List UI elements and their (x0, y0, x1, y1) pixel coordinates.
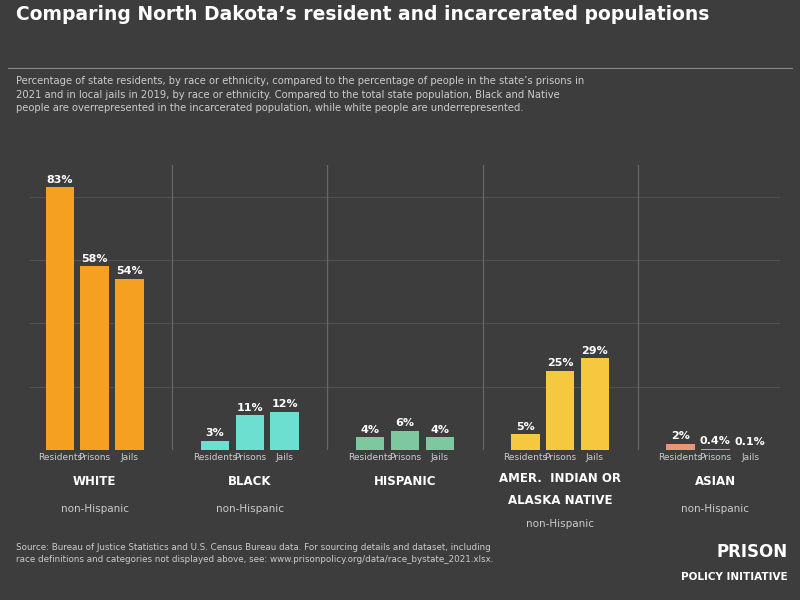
Bar (356, 437, 385, 450)
Text: non-Hispanic: non-Hispanic (526, 519, 594, 529)
Bar (426, 437, 454, 450)
Bar (115, 279, 144, 450)
Text: ASIAN: ASIAN (695, 475, 736, 488)
Text: Residents: Residents (503, 452, 547, 461)
Text: Jails: Jails (275, 452, 294, 461)
Text: 58%: 58% (82, 254, 108, 264)
Text: 29%: 29% (582, 346, 608, 356)
Text: Jails: Jails (586, 452, 604, 461)
Text: 2%: 2% (671, 431, 690, 441)
Text: 4%: 4% (430, 425, 450, 435)
Text: 5%: 5% (516, 422, 534, 431)
Text: non-Hispanic: non-Hispanic (216, 504, 284, 514)
Text: HISPANIC: HISPANIC (374, 475, 436, 488)
Text: Prisons: Prisons (78, 452, 110, 461)
Bar (666, 443, 695, 450)
Text: ALASKA NATIVE: ALASKA NATIVE (508, 494, 613, 508)
Text: Prisons: Prisons (699, 452, 731, 461)
Text: PRISON: PRISON (717, 543, 788, 561)
Text: 4%: 4% (361, 425, 380, 435)
Text: BLACK: BLACK (228, 475, 271, 488)
Text: 6%: 6% (395, 418, 414, 428)
Text: 25%: 25% (547, 358, 574, 368)
Text: Prisons: Prisons (544, 452, 576, 461)
Text: AMER.  INDIAN OR: AMER. INDIAN OR (499, 472, 621, 485)
Bar (235, 415, 264, 450)
Text: non-Hispanic: non-Hispanic (61, 504, 129, 514)
Text: 54%: 54% (116, 266, 142, 277)
Text: Percentage of state residents, by race or ethnicity, compared to the percentage : Percentage of state residents, by race o… (16, 76, 584, 113)
Bar (511, 434, 540, 450)
Text: 3%: 3% (206, 428, 225, 438)
Text: POLICY INITIATIVE: POLICY INITIATIVE (682, 572, 788, 582)
Text: WHITE: WHITE (73, 475, 116, 488)
Text: 83%: 83% (46, 175, 73, 185)
Text: Prisons: Prisons (234, 452, 266, 461)
Text: non-Hispanic: non-Hispanic (682, 504, 750, 514)
Text: 11%: 11% (237, 403, 263, 413)
Text: 12%: 12% (271, 400, 298, 409)
Text: 0.1%: 0.1% (734, 437, 766, 447)
Text: Jails: Jails (120, 452, 138, 461)
Text: Residents: Residents (658, 452, 702, 461)
Bar (546, 371, 574, 450)
Bar (201, 440, 230, 450)
Text: Jails: Jails (741, 452, 759, 461)
Text: Source: Bureau of Justice Statistics and U.S. Census Bureau data. For sourcing d: Source: Bureau of Justice Statistics and… (16, 543, 494, 564)
Text: Comparing North Dakota’s resident and incarcerated populations: Comparing North Dakota’s resident and in… (16, 5, 710, 24)
Text: Prisons: Prisons (389, 452, 421, 461)
Text: Residents: Residents (348, 452, 392, 461)
Text: Residents: Residents (193, 452, 237, 461)
Text: Jails: Jails (430, 452, 449, 461)
Text: 0.4%: 0.4% (700, 436, 731, 446)
Bar (46, 187, 74, 450)
Text: Residents: Residents (38, 452, 82, 461)
Bar (581, 358, 610, 450)
Bar (701, 449, 730, 450)
Bar (80, 266, 109, 450)
Bar (270, 412, 299, 450)
Bar (390, 431, 419, 450)
